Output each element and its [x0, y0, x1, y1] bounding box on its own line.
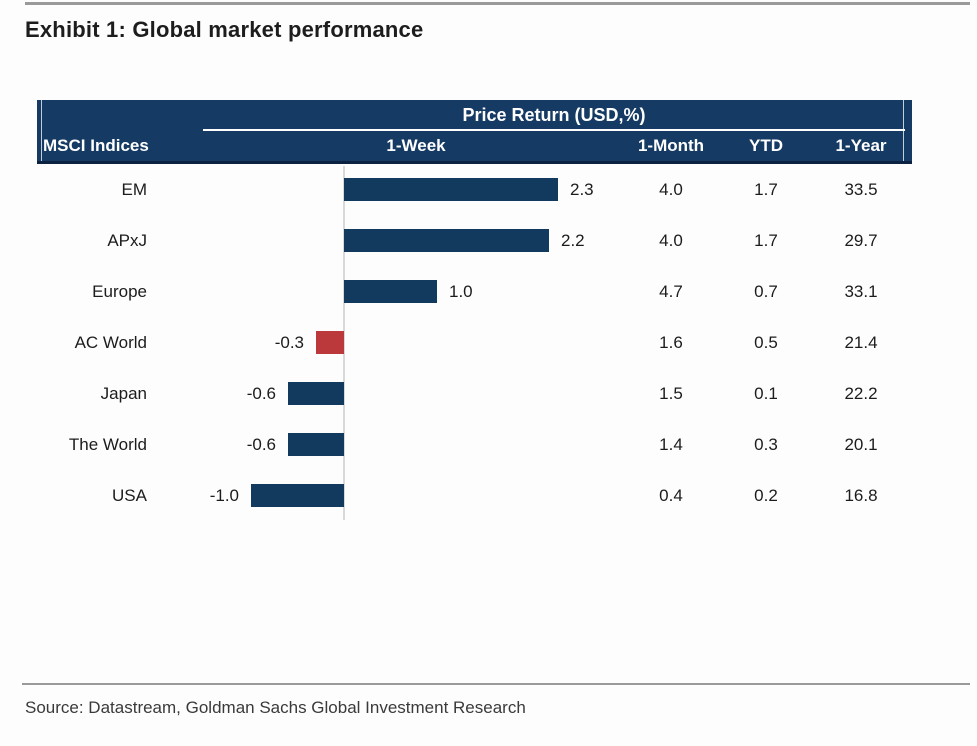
1-year-value: 33.1: [844, 282, 878, 301]
1-year-value: 16.8: [844, 486, 878, 505]
ytd-value: 0.5: [754, 333, 778, 352]
one-week-bar: [344, 178, 558, 201]
performance-table: Price Return (USD,%) MSCI Indices 1-Week…: [37, 100, 912, 521]
row-label-japan: Japan: [100, 384, 147, 403]
one-week-bar: [288, 433, 344, 456]
1-year-value: 20.1: [844, 435, 878, 454]
top-divider: [25, 2, 970, 5]
table-row: Japan -0.6 1.5 0.1 22.2: [37, 368, 912, 419]
row-label-usa: USA: [112, 486, 147, 505]
row-label-europe: Europe: [92, 282, 147, 301]
1-month-value: 1.6: [659, 333, 683, 352]
row-label-ac-world: AC World: [74, 333, 147, 352]
table-row: Europe 1.0 4.7 0.7 33.1: [37, 266, 912, 317]
table-row: AC World -0.3 1.6 0.5 21.4: [37, 317, 912, 368]
one-week-value: -0.3: [274, 333, 304, 352]
zero-axis-line: [343, 166, 345, 520]
one-week-bar: [344, 280, 437, 303]
one-week-value: -0.6: [246, 435, 276, 454]
table-row: The World -0.6 1.4 0.3 20.1: [37, 419, 912, 470]
1-year-value: 33.5: [844, 180, 878, 199]
column-header-1-year: 1-Year: [835, 136, 887, 155]
one-week-bar: [288, 382, 344, 405]
ytd-value: 0.1: [754, 384, 778, 403]
ytd-value: 0.7: [754, 282, 778, 301]
one-week-value: -0.6: [246, 384, 276, 403]
row-label-em: EM: [121, 180, 148, 199]
table-row: EM 2.3 4.0 1.7 33.5: [37, 164, 912, 215]
one-week-bar: [251, 484, 344, 507]
table-row: USA -1.0 0.4 0.2 16.8: [37, 470, 912, 521]
1-year-value: 29.7: [844, 231, 878, 250]
ytd-value: 1.7: [754, 180, 778, 199]
column-header-ytd: YTD: [749, 136, 783, 155]
1-year-value: 22.2: [844, 384, 878, 403]
1-month-value: 4.0: [659, 231, 683, 250]
column-header-1-month: 1-Month: [637, 136, 705, 155]
table-row: APxJ 2.2 4.0 1.7 29.7: [37, 215, 912, 266]
one-week-value: 2.2: [561, 231, 585, 250]
one-week-value: 2.3: [570, 180, 594, 199]
ytd-value: 0.2: [754, 486, 778, 505]
bottom-divider: [22, 683, 970, 685]
page-title: Exhibit 1: Global market performance: [25, 17, 424, 42]
ytd-value: 0.3: [754, 435, 778, 454]
group-header-cell: Price Return (USD,%): [203, 100, 905, 131]
1-month-value: 1.5: [659, 384, 683, 403]
1-year-value: 21.4: [844, 333, 878, 352]
header-left-divider: [41, 100, 42, 161]
table-rows: EM 2.3 4.0 1.7 33.5 APxJ 2.2 4.0 1.7 29.7 Europe 1.…: [37, 164, 912, 521]
source-note: Source: Datastream, Goldman Sachs Global…: [25, 698, 526, 717]
1-month-value: 0.4: [659, 486, 683, 505]
1-month-value: 4.7: [659, 282, 683, 301]
one-week-value: -1.0: [209, 486, 239, 505]
column-header-1-week: 1-Week: [386, 136, 446, 155]
ytd-value: 1.7: [754, 231, 778, 250]
one-week-bar: [316, 331, 344, 354]
row-label-the-world: The World: [68, 435, 147, 454]
one-week-bar: [344, 229, 549, 252]
table-header: Price Return (USD,%) MSCI Indices 1-Week…: [37, 100, 912, 164]
group-header-label: Price Return (USD,%): [462, 105, 646, 125]
column-header-msci-indices: MSCI Indices: [43, 136, 149, 155]
1-month-value: 1.4: [659, 435, 683, 454]
one-week-value: 1.0: [449, 282, 473, 301]
row-label-apxj: APxJ: [107, 231, 147, 250]
1-month-value: 4.0: [659, 180, 683, 199]
